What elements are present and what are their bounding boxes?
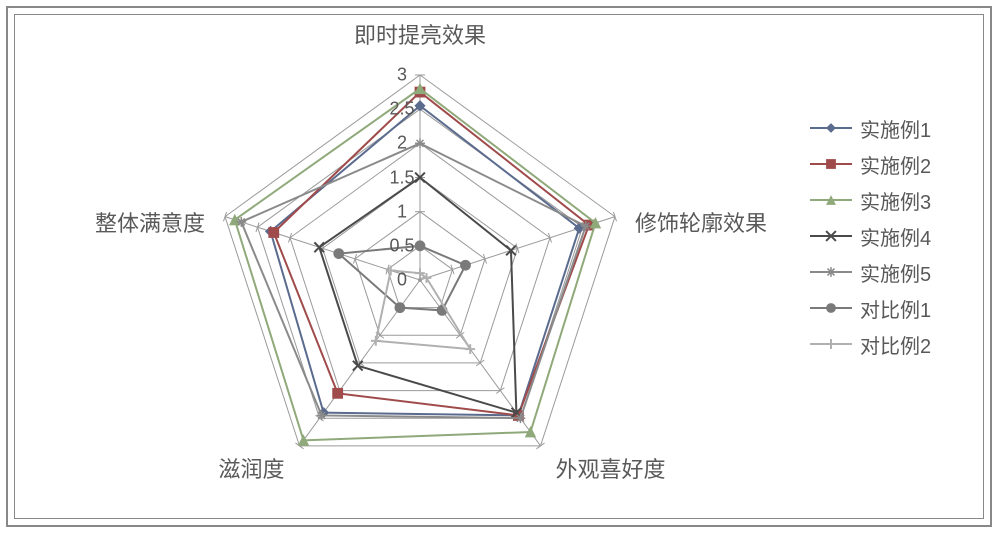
legend-label: 实施例1 — [860, 114, 931, 143]
legend-item: 实施例4 — [810, 218, 970, 254]
legend-swatch — [810, 335, 852, 353]
radial-tick-label: 3 — [397, 65, 407, 86]
legend-item: 实施例5 — [810, 254, 970, 290]
legend-label: 实施例4 — [860, 222, 931, 251]
radial-tick-label: 0 — [397, 270, 407, 291]
legend-label: 实施例2 — [860, 150, 931, 179]
radial-tick-label: 2.5 — [389, 99, 414, 120]
legend-label: 实施例3 — [860, 186, 931, 215]
radial-tick-label: 1.5 — [389, 167, 414, 188]
legend-item: 实施例3 — [810, 182, 970, 218]
legend-item: 实施例1 — [810, 110, 970, 146]
radial-tick-label: 2 — [397, 133, 407, 154]
legend-item: 对比例1 — [810, 290, 970, 326]
radial-tick-label: 1 — [397, 201, 407, 222]
axis-label: 滋润度 — [218, 452, 284, 484]
axis-label: 整体满意度 — [95, 206, 205, 238]
radar-chart: 0 0.5 1 1.5 2 2.5 3 即时提亮效果修饰轮廓效果外观喜好度 滋润度 整体满意度 — [20, 20, 780, 515]
legend-swatch — [810, 299, 852, 317]
legend-swatch — [810, 263, 852, 281]
legend-label: 实施例5 — [860, 258, 931, 287]
legend-label: 对比例1 — [860, 294, 931, 323]
legend: 实施例1 实施例2 实施例3 实施例4 实施例5 对比例1 对比例2 — [810, 110, 970, 362]
axis-label: 即时提亮效果 — [354, 18, 486, 50]
legend-swatch — [810, 155, 852, 173]
legend-swatch — [810, 227, 852, 245]
legend-swatch — [810, 191, 852, 209]
radial-tick-label: 0.5 — [389, 235, 414, 256]
legend-item: 对比例2 — [810, 326, 970, 362]
axis-label: 修饰轮廓效果 — [635, 206, 767, 238]
legend-item: 实施例2 — [810, 146, 970, 182]
legend-label: 对比例2 — [860, 330, 931, 359]
legend-swatch — [810, 119, 852, 137]
axis-label: 外观喜好度 — [555, 452, 665, 484]
